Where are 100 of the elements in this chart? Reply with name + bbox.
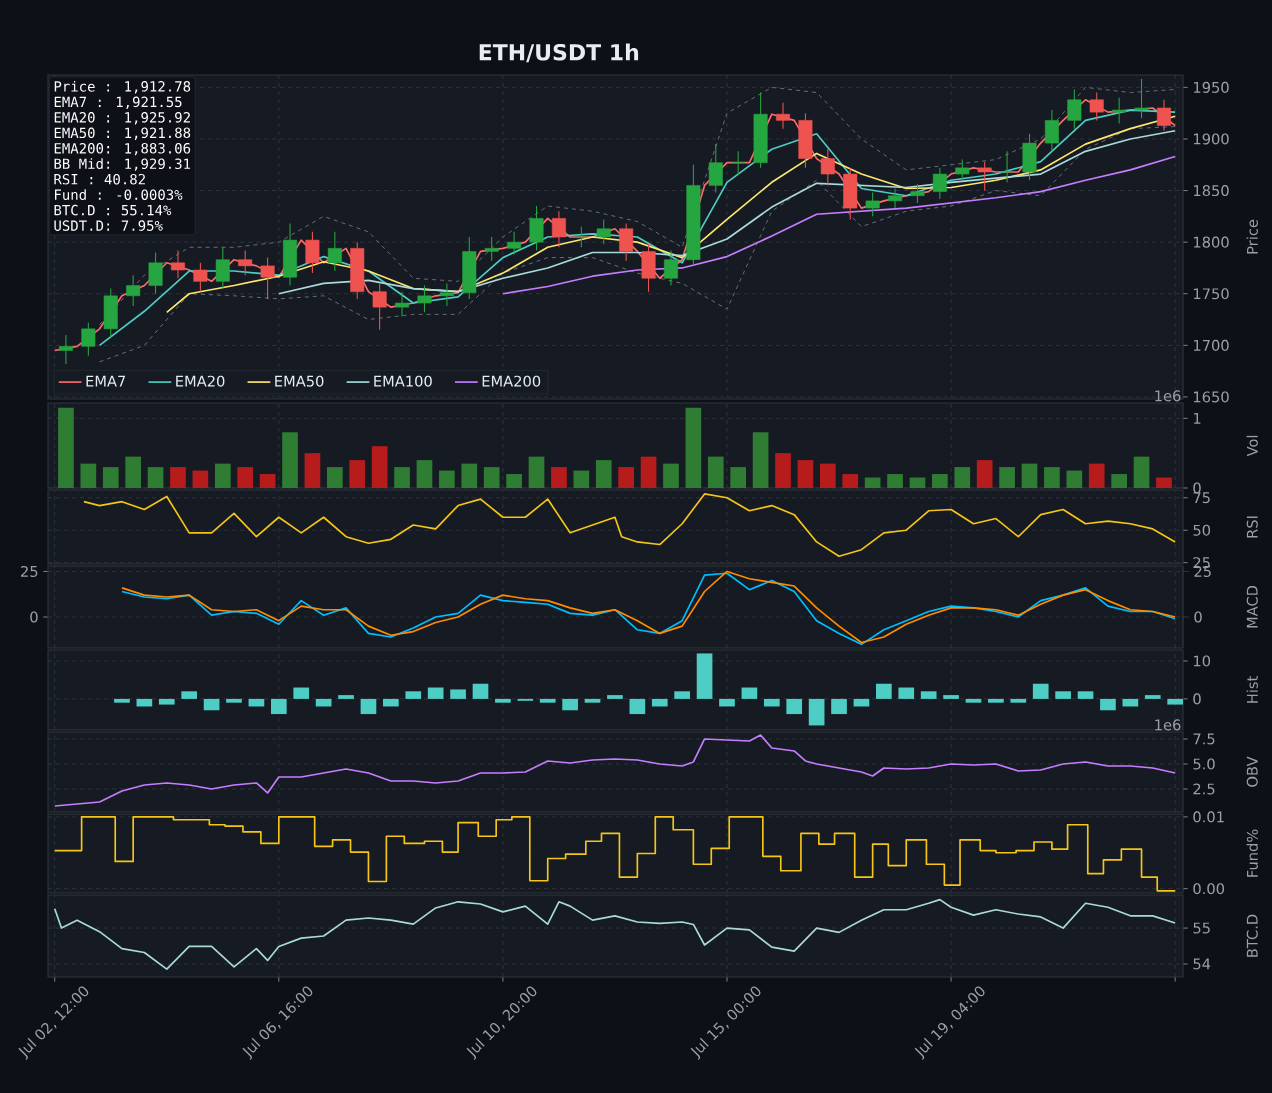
candlestick [238,249,253,276]
bar [1111,474,1127,488]
candlestick [484,236,499,262]
candlestick [395,291,410,317]
candlestick [417,284,432,313]
y-tick-label: 0 [1193,482,1201,494]
candlestick [663,249,678,287]
bar [943,695,959,699]
candlestick [977,161,992,192]
legend-label: EMA100 [374,375,432,387]
bar [360,698,377,715]
legend-label: EMA20 [176,375,225,387]
candlestick [58,334,73,365]
bar [607,695,623,699]
bar [371,446,388,488]
y-axis-title: Hist [1246,676,1258,703]
bar [1021,463,1038,488]
bar [573,470,590,488]
bar [831,698,847,715]
candlestick [708,143,723,194]
bar [304,453,321,488]
chart-title: ETH/USDT 1h [479,43,639,63]
annotation: EMA7 : 1,921.55 [54,96,182,109]
bar [1156,477,1172,488]
bar [1144,695,1161,699]
candlestick [327,231,342,272]
y-axis-title: BTC.D [1246,914,1258,957]
bar [976,460,993,488]
bar [102,467,119,488]
y-tick-label: 50 [1193,524,1211,536]
bar [763,698,780,707]
bar [539,698,556,703]
y-tick-label: 0.00 [1193,883,1225,895]
candlestick [1067,88,1082,130]
y-tick-label: 0 [1193,693,1201,705]
y-axis-title: Price [1246,219,1258,254]
bar [999,467,1015,488]
y-tick-label: 55 [1193,922,1210,934]
legend-label: EMA200 [482,375,541,387]
candlestick [1112,97,1127,125]
bar [472,683,489,699]
bar [808,698,825,726]
bar [80,463,97,488]
annotation: EMA50 : 1,921.88 [54,127,191,140]
y-tick-label: 7.5 [1193,733,1215,745]
annotation: BB Mid: 1,929.31 [54,158,191,171]
annotation: Price : 1,912.78 [54,80,191,94]
bar [1010,698,1027,703]
bar [394,467,410,488]
bar [618,467,634,488]
bar [797,460,814,488]
candlestick [1089,91,1104,121]
bar [1133,456,1150,488]
candlestick [1000,150,1015,183]
y-tick-label: 1800 [1193,236,1229,248]
bar [786,698,803,715]
candlestick [1044,109,1059,152]
annotation: EMA20 : 1,925.92 [54,112,190,125]
bar [629,698,646,715]
bar [1100,698,1116,711]
bar [483,467,500,488]
bar [427,687,444,699]
y-tick-label: 1700 [1193,339,1229,351]
bar [864,477,881,488]
bar [819,463,836,488]
candlestick [776,102,790,130]
candlestick [865,192,880,217]
bar [584,698,601,703]
bar [383,698,399,707]
candlestick [910,183,925,204]
bar [775,453,791,488]
candlestick [193,262,208,293]
bar [674,691,691,699]
candlestick [507,231,522,256]
candlestick [215,246,230,290]
bar [909,477,926,488]
bar [416,460,433,488]
bar [741,687,758,699]
bar [282,432,298,488]
annotation: 1e6 [1155,719,1181,731]
bar [898,687,915,699]
bar [450,689,466,699]
bar [226,698,242,703]
y-tick-label: 2.5 [1193,783,1215,795]
bar [651,698,668,707]
bar [181,691,198,699]
bar [663,463,679,488]
annotation: USDT.D: 7.95% [54,220,163,231]
candlestick [81,322,96,357]
bar [338,695,354,699]
annotation: EMA200: 1,883.06 [54,142,191,156]
bar [1032,683,1049,699]
y-tick-label: 1 [1193,412,1201,424]
bar [551,467,567,488]
candlestick [1134,78,1149,119]
bar [595,460,612,488]
candlestick [888,187,903,209]
bar [461,463,478,488]
annotation: Fund : -0.0003% [55,189,183,200]
y-axis-title: RSI [1246,516,1258,538]
